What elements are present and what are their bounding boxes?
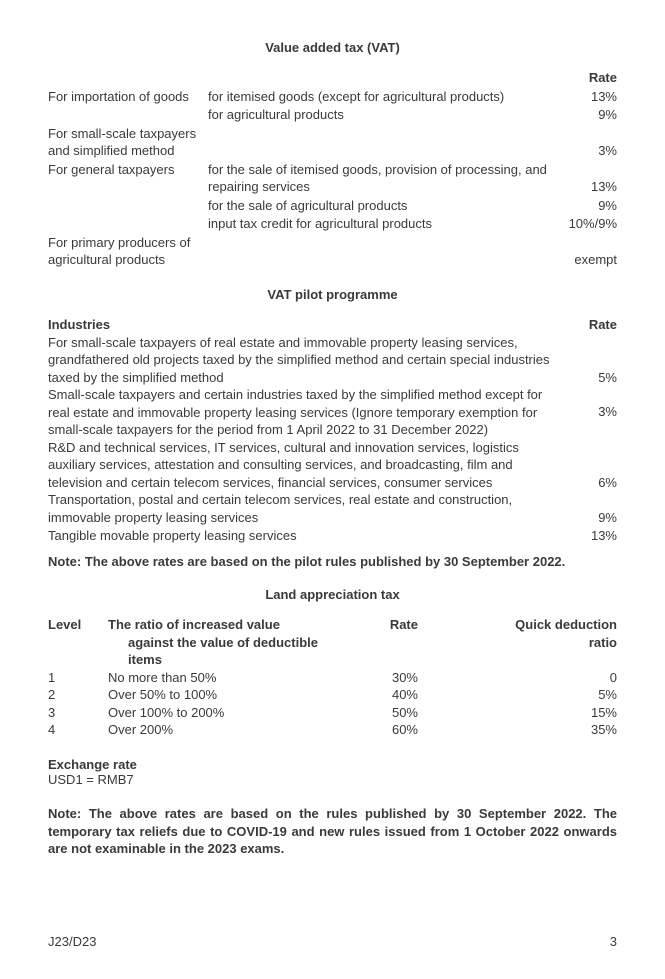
table-row: 2 Over 50% to 100% 40% 5% [48, 686, 617, 704]
footer-right: 3 [610, 934, 617, 949]
pilot-rate: 5% [557, 369, 617, 387]
lat-rate: 50% [318, 704, 418, 722]
lat-ratio-header-l1: The ratio of increased value [108, 616, 318, 634]
table-row: Tangible movable property leasing servic… [48, 527, 617, 545]
page-footer: J23/D23 3 [48, 934, 617, 949]
lat-qdr: 5% [418, 686, 617, 704]
lat-level: 4 [48, 721, 108, 739]
table-row: Small-scale taxpayers and certain indust… [48, 386, 617, 439]
lat-level: 3 [48, 704, 108, 722]
vat-rate: 9% [547, 197, 617, 215]
table-row: For small-scale taxpayers of real estate… [48, 334, 617, 387]
pilot-rate: 6% [557, 474, 617, 492]
pilot-rate-header: Rate [557, 316, 617, 334]
vat-rate: 13% [547, 178, 617, 196]
vat-label: For small-scale taxpayers and simplified… [48, 125, 208, 160]
table-row: Transportation, postal and certain telec… [48, 491, 617, 526]
vat-rate: 13% [547, 88, 617, 106]
table-row: R&D and technical services, IT services,… [48, 439, 617, 492]
vat-label: For general taxpayers [48, 161, 208, 179]
lat-ratio: Over 50% to 100% [108, 686, 318, 704]
table-row: 3 Over 100% to 200% 50% 15% [48, 704, 617, 722]
table-row: For primary producers of agricultural pr… [48, 234, 617, 269]
lat-section: Land appreciation tax Level The ratio of… [48, 587, 617, 739]
pilot-title: VAT pilot programme [48, 287, 617, 302]
table-row: For general taxpayers for the sale of it… [48, 161, 617, 196]
table-row: For importation of goods for itemised go… [48, 88, 617, 106]
table-row: for agricultural products 9% [48, 106, 617, 124]
vat-desc: for itemised goods (except for agricultu… [208, 88, 547, 106]
lat-rate-header: Rate [318, 616, 418, 634]
lat-rate: 30% [318, 669, 418, 687]
final-note: Note: The above rates are based on the r… [48, 805, 617, 858]
pilot-industry: For small-scale taxpayers of real estate… [48, 334, 557, 387]
table-row: 4 Over 200% 60% 35% [48, 721, 617, 739]
pilot-industry: R&D and technical services, IT services,… [48, 439, 557, 492]
lat-level: 2 [48, 686, 108, 704]
lat-rate: 60% [318, 721, 418, 739]
vat-rate: 9% [547, 106, 617, 124]
lat-qdr: 35% [418, 721, 617, 739]
lat-ratio: No more than 50% [108, 669, 318, 687]
vat-desc: for agricultural products [208, 106, 547, 124]
lat-level: 1 [48, 669, 108, 687]
pilot-industry: Transportation, postal and certain telec… [48, 491, 557, 526]
pilot-rate: 9% [557, 509, 617, 527]
lat-title: Land appreciation tax [48, 587, 617, 602]
pilot-industry: Small-scale taxpayers and certain indust… [48, 386, 557, 439]
table-row: For small-scale taxpayers and simplified… [48, 125, 617, 160]
vat-label: For primary producers of agricultural pr… [48, 234, 208, 269]
vat-section: Value added tax (VAT) Rate For importati… [48, 40, 617, 269]
vat-rate: 3% [547, 142, 617, 160]
pilot-industry: Tangible movable property leasing servic… [48, 527, 557, 545]
table-row: for the sale of agricultural products 9% [48, 197, 617, 215]
pilot-industries-header: Industries [48, 316, 557, 334]
lat-ratio: Over 200% [108, 721, 318, 739]
vat-desc: for the sale of itemised goods, provisio… [208, 161, 547, 196]
table-row: 1 No more than 50% 30% 0 [48, 669, 617, 687]
pilot-section: VAT pilot programme Industries Rate For … [48, 287, 617, 569]
pilot-rate: 13% [557, 527, 617, 545]
vat-desc: for the sale of agricultural products [208, 197, 547, 215]
table-row: input tax credit for agricultural produc… [48, 215, 617, 233]
vat-label: For importation of goods [48, 88, 208, 106]
footer-left: J23/D23 [48, 934, 96, 949]
lat-qdr-header-l1: Quick deduction [418, 616, 617, 634]
lat-qdr-header-l2: ratio [438, 634, 617, 669]
lat-level-header: Level [48, 616, 108, 634]
vat-rate: exempt [547, 251, 617, 269]
vat-desc: input tax credit for agricultural produc… [208, 215, 547, 233]
exchange-rate-section: Exchange rate USD1 = RMB7 [48, 757, 617, 787]
lat-ratio: Over 100% to 200% [108, 704, 318, 722]
pilot-rate: 3% [557, 403, 617, 439]
vat-rate: 10%/9% [547, 215, 617, 233]
lat-qdr: 15% [418, 704, 617, 722]
vat-rate-header: Rate [547, 69, 617, 87]
lat-rate: 40% [318, 686, 418, 704]
exchange-rate-label: Exchange rate [48, 757, 617, 772]
vat-title: Value added tax (VAT) [48, 40, 617, 55]
pilot-note: Note: The above rates are based on the p… [48, 554, 617, 569]
exchange-rate-value: USD1 = RMB7 [48, 772, 617, 787]
lat-ratio-header-l2: against the value of deductible items [108, 634, 338, 669]
lat-qdr: 0 [418, 669, 617, 687]
